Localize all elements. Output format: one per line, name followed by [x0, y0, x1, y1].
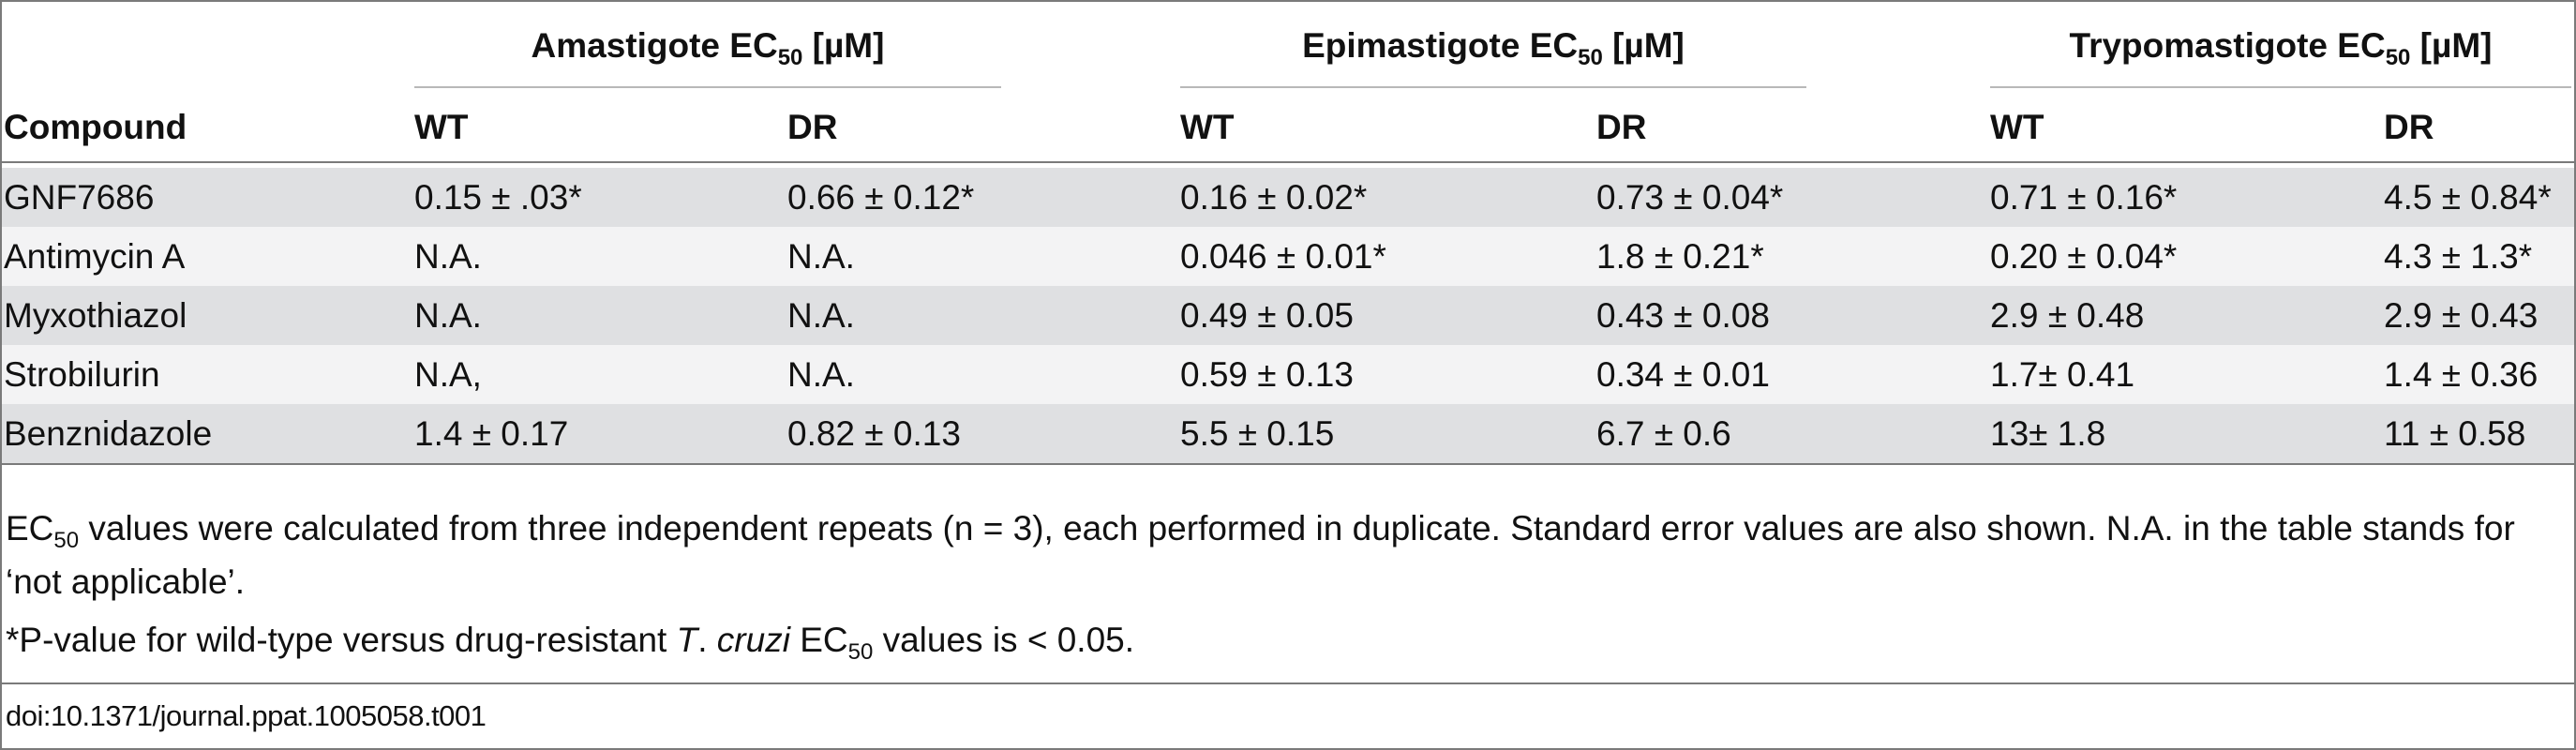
subscript: 50	[2385, 45, 2411, 70]
group-rule-amastigote	[414, 86, 1001, 88]
value-cell: 0.71 ± 0.16*	[1990, 178, 2178, 217]
italic-text: cruzi	[716, 621, 790, 659]
subscript: 50	[777, 45, 803, 70]
value-cell: N.A,	[414, 355, 482, 394]
group-header-trypomastigote: Trypomastigote EC50 [µM]	[1990, 22, 2571, 69]
value-cell: 0.20 ± 0.04*	[1990, 237, 2178, 276]
subscript: 50	[53, 528, 80, 553]
column-header-epimastigote-wt: WT	[1180, 108, 1235, 146]
compound-cell: Strobilurin	[4, 355, 160, 394]
value-cell: 0.73 ± 0.04*	[1596, 178, 1784, 217]
value-cell: 0.34 ± 0.01	[1596, 355, 1770, 394]
value-cell: 1.4 ± 0.36	[2384, 355, 2539, 394]
value-cell: 0.82 ± 0.13	[787, 414, 961, 453]
value-cell: 1.4 ± 0.17	[414, 414, 569, 453]
value-cell: 5.5 ± 0.15	[1180, 414, 1335, 453]
column-header-compound: Compound	[4, 108, 187, 146]
subscript: 50	[847, 639, 874, 665]
column-header-trypomastigote-wt: WT	[1990, 108, 2044, 146]
value-cell: 6.7 ± 0.6	[1596, 414, 1731, 453]
compound-cell: Antimycin A	[4, 237, 186, 276]
value-cell: 0.49 ± 0.05	[1180, 296, 1354, 335]
value-cell: 1.7± 0.41	[1990, 355, 2135, 394]
group-header-unit: [µM]	[2410, 26, 2493, 65]
column-header-amastigote-dr: DR	[787, 108, 838, 146]
group-rule-trypomastigote	[1990, 86, 2571, 88]
group-header-unit: [µM]	[1602, 26, 1685, 65]
doi-rule	[2, 682, 2574, 684]
footnote-text: .	[697, 621, 717, 659]
table-row: Strobilurin N.A, N.A. 0.59 ± 0.13 0.34 ±…	[2, 345, 2574, 404]
group-header-label: Trypomastigote EC	[2069, 26, 2386, 65]
group-header-unit: [µM]	[802, 26, 885, 65]
value-cell: 2.9 ± 0.43	[2384, 296, 2539, 335]
column-header-trypomastigote-dr: DR	[2384, 108, 2434, 146]
value-cell: 11 ± 0.58	[2384, 414, 2526, 453]
value-cell: 4.3 ± 1.3*	[2384, 237, 2533, 276]
value-cell: N.A.	[414, 237, 482, 276]
compound-cell: GNF7686	[4, 178, 155, 217]
value-cell: N.A.	[787, 355, 855, 394]
doi-link[interactable]: doi:10.1371/journal.ppat.1005058.t001	[6, 699, 487, 732]
header-rule	[2, 161, 2574, 163]
footnote-text: *P-value for wild-type versus drug-resis…	[6, 621, 677, 659]
table-row: Myxothiazol N.A. N.A. 0.49 ± 0.05 0.43 ±…	[2, 286, 2574, 345]
table-row: Antimycin A N.A. N.A. 0.046 ± 0.01* 1.8 …	[2, 227, 2574, 286]
value-cell: 13± 1.8	[1990, 414, 2106, 453]
value-cell: 4.5 ± 0.84*	[2384, 178, 2552, 217]
table-row: GNF7686 0.15 ± .03* 0.66 ± 0.12* 0.16 ± …	[2, 168, 2574, 227]
value-cell: 2.9 ± 0.48	[1990, 296, 2145, 335]
group-header-epimastigote: Epimastigote EC50 [µM]	[1180, 22, 1806, 69]
value-cell: 0.046 ± 0.01*	[1180, 237, 1386, 276]
column-header-epimastigote-dr: DR	[1596, 108, 1647, 146]
compound-cell: Myxothiazol	[4, 296, 187, 335]
group-header-label: Amastigote EC	[531, 26, 778, 65]
value-cell: 0.66 ± 0.12*	[787, 178, 975, 217]
table-row: Benznidazole 1.4 ± 0.17 0.82 ± 0.13 5.5 …	[2, 404, 2574, 463]
compound-cell: Benznidazole	[4, 414, 213, 453]
footnote-p-value: *P-value for wild-type versus drug-resis…	[6, 613, 2565, 667]
value-cell: 0.16 ± 0.02*	[1180, 178, 1368, 217]
footnote-text: values were calculated from three indepe…	[6, 509, 2515, 601]
group-header-amastigote: Amastigote EC50 [µM]	[414, 22, 1001, 69]
footnote-text: values is < 0.05.	[873, 621, 1135, 659]
footnote-text: EC	[6, 509, 54, 548]
value-cell: N.A.	[787, 237, 855, 276]
value-cell: N.A.	[787, 296, 855, 335]
group-rule-epimastigote	[1180, 86, 1806, 88]
table-bottom-rule	[2, 463, 2574, 465]
footnote-ec50-method: EC50 values were calculated from three i…	[6, 502, 2565, 608]
value-cell: 0.43 ± 0.08	[1596, 296, 1770, 335]
italic-text: T	[676, 621, 698, 659]
column-header-amastigote-wt: WT	[414, 108, 469, 146]
value-cell: 1.8 ± 0.21*	[1596, 237, 1764, 276]
value-cell: 0.59 ± 0.13	[1180, 355, 1354, 394]
subscript: 50	[1578, 45, 1603, 70]
value-cell: 0.15 ± .03*	[414, 178, 582, 217]
footnote-text: EC	[789, 621, 848, 659]
value-cell: N.A.	[414, 296, 482, 335]
group-header-label: Epimastigote EC	[1302, 26, 1579, 65]
